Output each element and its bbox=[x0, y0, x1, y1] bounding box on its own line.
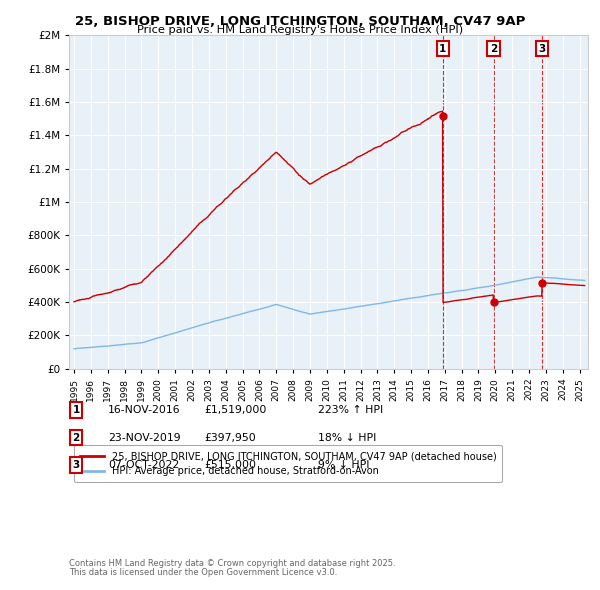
Text: £397,950: £397,950 bbox=[204, 433, 256, 442]
Text: £515,000: £515,000 bbox=[204, 460, 256, 470]
Text: 1: 1 bbox=[73, 405, 80, 415]
Point bbox=[438, 111, 448, 120]
Text: Price paid vs. HM Land Registry's House Price Index (HPI): Price paid vs. HM Land Registry's House … bbox=[137, 25, 463, 35]
Text: £1,519,000: £1,519,000 bbox=[204, 405, 266, 415]
Text: Contains HM Land Registry data © Crown copyright and database right 2025.: Contains HM Land Registry data © Crown c… bbox=[69, 559, 395, 568]
Text: 2: 2 bbox=[73, 433, 80, 442]
Text: 3: 3 bbox=[73, 460, 80, 470]
Text: This data is licensed under the Open Government Licence v3.0.: This data is licensed under the Open Gov… bbox=[69, 568, 337, 577]
Text: 223% ↑ HPI: 223% ↑ HPI bbox=[318, 405, 383, 415]
Text: 23-NOV-2019: 23-NOV-2019 bbox=[108, 433, 181, 442]
Legend: 25, BISHOP DRIVE, LONG ITCHINGTON, SOUTHAM, CV47 9AP (detached house), HPI: Aver: 25, BISHOP DRIVE, LONG ITCHINGTON, SOUTH… bbox=[74, 445, 502, 482]
Text: 2: 2 bbox=[490, 44, 497, 54]
Text: 16-NOV-2016: 16-NOV-2016 bbox=[108, 405, 181, 415]
Text: 18% ↓ HPI: 18% ↓ HPI bbox=[318, 433, 376, 442]
Text: 1: 1 bbox=[439, 44, 446, 54]
Text: 07-OCT-2022: 07-OCT-2022 bbox=[108, 460, 179, 470]
Point bbox=[537, 278, 547, 288]
Text: 9% ↓ HPI: 9% ↓ HPI bbox=[318, 460, 370, 470]
Text: 3: 3 bbox=[538, 44, 545, 54]
Point bbox=[489, 298, 499, 307]
Text: 25, BISHOP DRIVE, LONG ITCHINGTON, SOUTHAM, CV47 9AP: 25, BISHOP DRIVE, LONG ITCHINGTON, SOUTH… bbox=[75, 15, 525, 28]
